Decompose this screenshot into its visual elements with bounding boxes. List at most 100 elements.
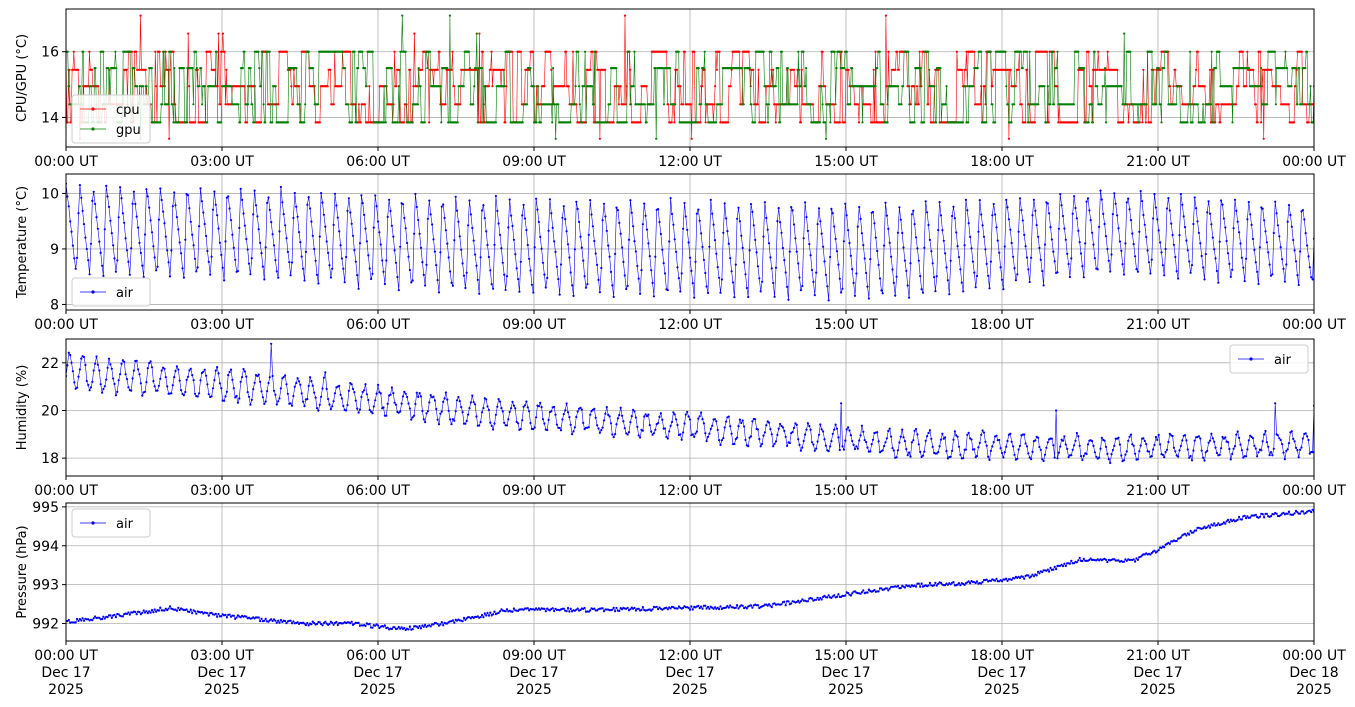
data-point: [1253, 248, 1256, 251]
data-point: [1287, 204, 1291, 207]
data-point: [772, 68, 775, 71]
data-point: [87, 383, 90, 386]
data-point: [550, 103, 553, 106]
data-point: [282, 213, 285, 216]
data-point: [419, 246, 423, 249]
data-point: [1225, 239, 1228, 243]
data-point: [138, 241, 141, 244]
data-point: [114, 616, 117, 619]
data-point: [630, 211, 633, 214]
data-point: [437, 291, 441, 294]
data-point: [66, 364, 69, 367]
data-point: [770, 267, 773, 270]
data-point: [700, 103, 703, 106]
data-point: [1247, 439, 1250, 442]
data-point: [1215, 451, 1218, 455]
data-point: [184, 238, 187, 241]
data-point: [840, 402, 843, 405]
data-point: [385, 414, 388, 417]
data-point: [238, 397, 241, 400]
data-point: [444, 229, 447, 232]
data-point: [606, 121, 609, 124]
data-point: [956, 245, 959, 248]
data-point: [187, 32, 190, 35]
data-point: [1256, 270, 1259, 273]
data-point: [941, 229, 944, 232]
data-point: [261, 396, 264, 399]
data-point: [865, 271, 868, 275]
data-point: [1293, 121, 1296, 124]
data-point: [267, 196, 270, 199]
data-point: [693, 296, 696, 299]
data-point: [1074, 206, 1077, 210]
data-point: [1183, 434, 1187, 437]
data-point: [70, 230, 73, 233]
data-point: [298, 85, 301, 88]
data-point: [637, 434, 640, 437]
data-point: [944, 103, 947, 106]
data-point: [951, 449, 954, 452]
data-point: [586, 283, 589, 286]
data-point: [66, 50, 69, 53]
data-point: [130, 389, 133, 392]
data-point: [810, 268, 814, 272]
data-point: [908, 296, 911, 299]
data-point: [540, 247, 543, 250]
data-point: [152, 245, 155, 248]
data-point: [985, 121, 988, 124]
data-point: [159, 606, 162, 609]
data-point: [417, 395, 420, 398]
data-point: [1190, 264, 1194, 267]
data-point: [704, 432, 707, 435]
data-point: [867, 297, 871, 300]
data-point: [781, 246, 785, 250]
data-point: [422, 273, 425, 276]
data-point: [299, 241, 302, 244]
data-point: [887, 429, 890, 433]
data-point: [67, 205, 70, 208]
data-point: [175, 365, 178, 368]
data-point: [615, 423, 618, 426]
data-point: [417, 67, 420, 70]
data-point: [435, 407, 438, 411]
data-point: [627, 431, 631, 434]
data-point: [1100, 103, 1103, 106]
data-point: [293, 191, 296, 195]
data-point: [985, 444, 988, 447]
data-point: [496, 209, 499, 212]
data-point: [399, 410, 402, 413]
data-point: [285, 383, 288, 386]
data-point: [1131, 232, 1134, 235]
data-point: [598, 137, 602, 140]
data-point: [752, 68, 755, 71]
data-point: [196, 266, 199, 269]
data-point: [1153, 193, 1156, 196]
data-point: [207, 614, 210, 617]
data-point: [309, 207, 312, 210]
data-point: [703, 50, 706, 53]
data-point: [862, 244, 865, 247]
data-point: [711, 212, 714, 215]
data-point: [607, 413, 610, 416]
data-point: [872, 68, 875, 71]
data-point: [230, 85, 233, 88]
data-point: [102, 274, 105, 277]
data-point: [1120, 454, 1123, 457]
data-point: [329, 276, 332, 279]
data-point: [431, 223, 434, 226]
data-point: [131, 377, 134, 380]
data-point: [307, 196, 310, 199]
data-point: [416, 103, 419, 106]
data-point: [78, 85, 81, 88]
data-point: [472, 401, 475, 404]
data-point: [503, 273, 506, 276]
data-point: [596, 424, 599, 427]
data-point: [651, 281, 654, 284]
data-point: [829, 445, 832, 448]
data-point: [1091, 440, 1094, 443]
data-point: [939, 438, 943, 441]
data-point: [643, 415, 646, 418]
data-point: [906, 454, 909, 457]
data-point: [1013, 453, 1016, 456]
